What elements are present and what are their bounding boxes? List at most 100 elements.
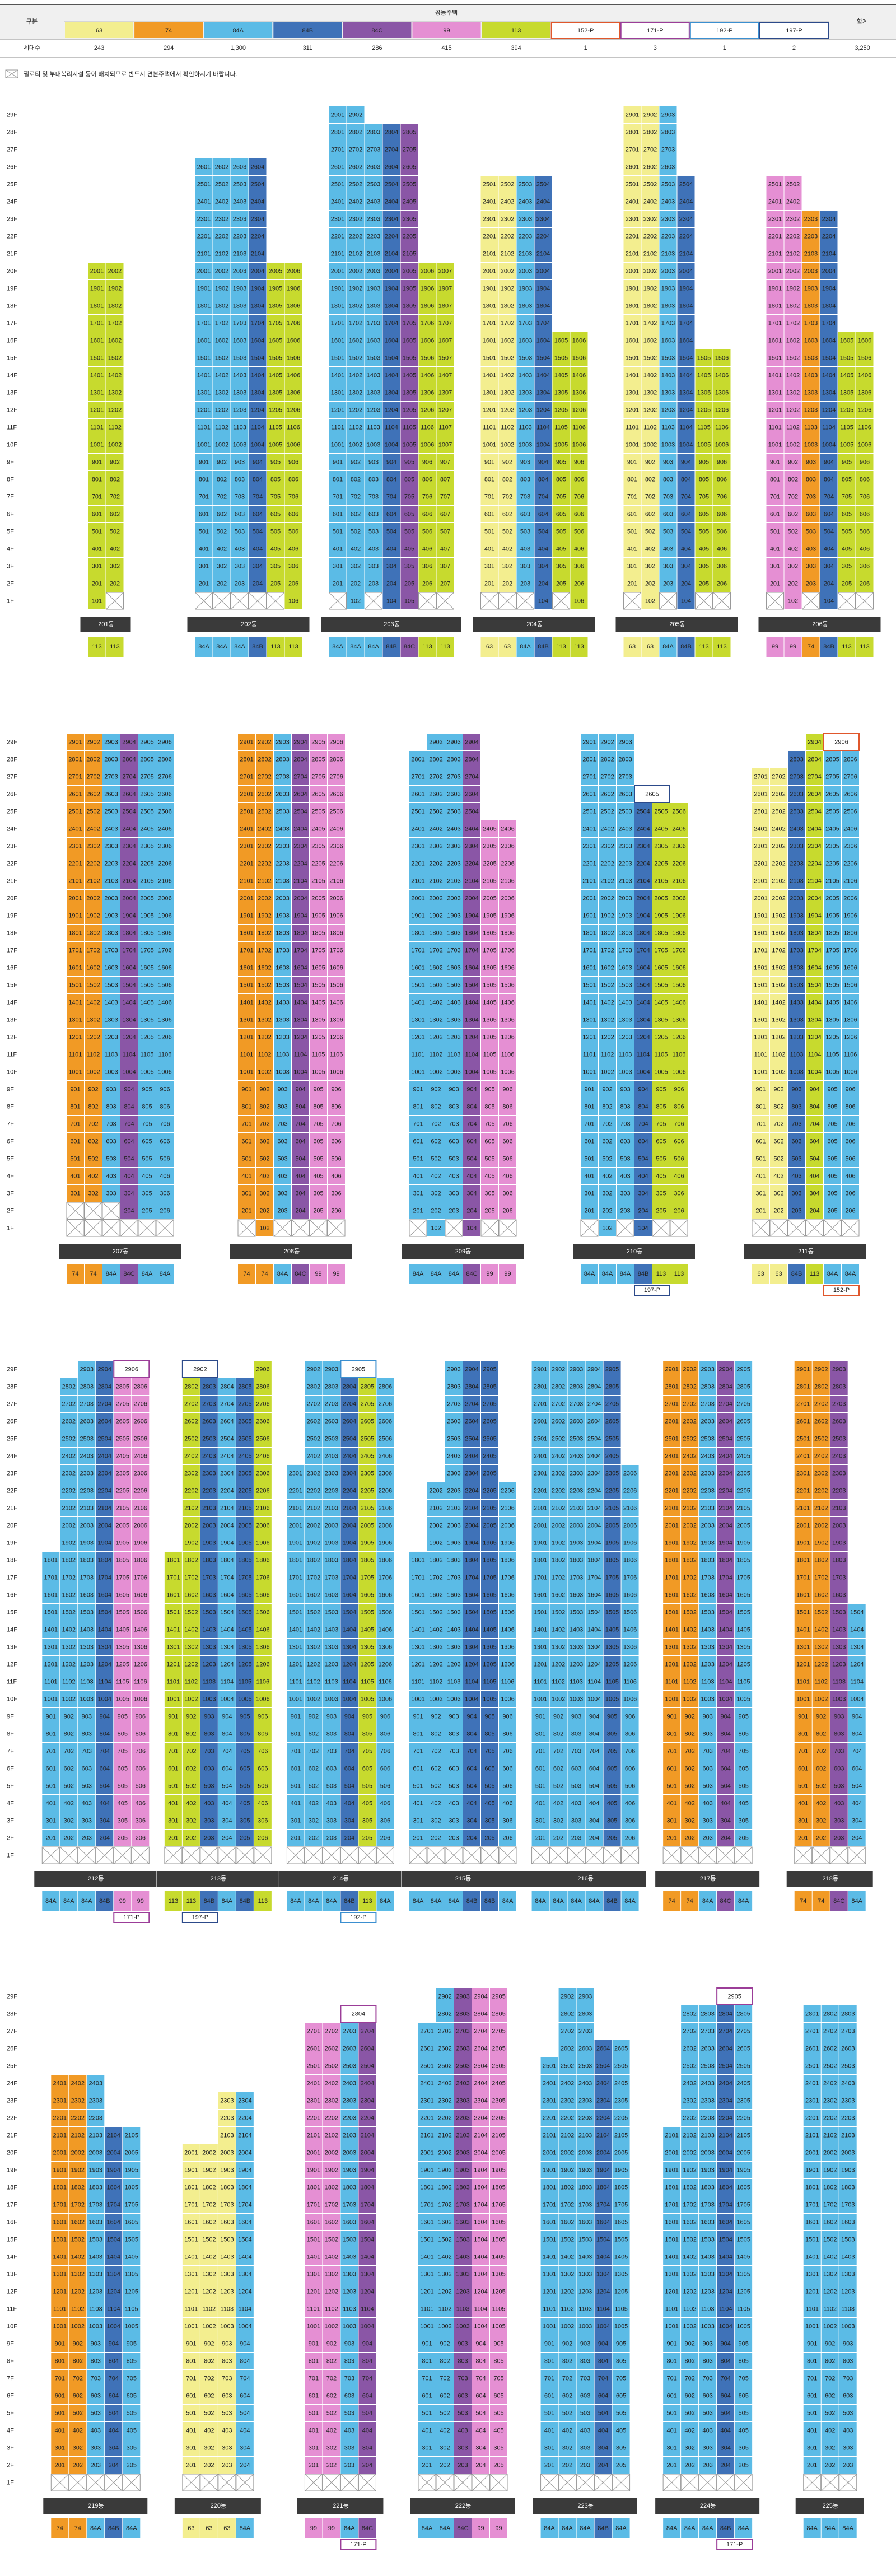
unit-number: 1101: [626, 424, 639, 431]
unit-number: 2201: [240, 860, 253, 867]
type-chip-label: 84A: [63, 1898, 74, 1905]
unit-number: 2201: [289, 1487, 302, 1494]
unit-number: 2205: [403, 233, 416, 240]
unit-number: 2806: [843, 756, 857, 763]
unit-number: 1605: [311, 964, 325, 971]
type-chip-label: 84A: [520, 643, 531, 650]
unit-number: 1301: [411, 1016, 424, 1023]
unit-number: 2306: [501, 843, 514, 850]
unit-number: 1405: [483, 1626, 496, 1633]
floor-label: 29F: [7, 1366, 17, 1373]
unit-number: 403: [326, 1800, 337, 1807]
unit: [329, 176, 347, 193]
unit-number: 1106: [501, 1051, 515, 1058]
unit-number: 1602: [600, 964, 614, 971]
unit-number: 1901: [240, 912, 253, 919]
unit: [213, 523, 231, 540]
unit: [213, 367, 231, 384]
unit: [267, 471, 284, 488]
unit-number: 1204: [465, 1661, 478, 1668]
unit-number: 1504: [98, 1609, 111, 1616]
unit-number: 1104: [679, 424, 693, 431]
unit-number: 305: [240, 1817, 250, 1824]
unit-number: 2405: [140, 825, 153, 832]
unit: [329, 280, 347, 297]
unit-number: 2103: [325, 1505, 338, 1511]
unit-number: 1206: [501, 1661, 514, 1668]
unit: [382, 419, 400, 436]
unit-number: 1206: [158, 1034, 171, 1040]
type-chip-label: 113: [656, 1271, 666, 1277]
unit-number: 2201: [626, 233, 639, 240]
unit-number: 1101: [289, 1678, 302, 1685]
type-chip-label: 113: [92, 643, 102, 650]
unit-number: 306: [502, 1817, 512, 1824]
unit-number: 1203: [618, 1034, 632, 1040]
unit-number: 704: [538, 493, 548, 500]
unit-number: 302: [431, 1190, 441, 1197]
unit-number: 301: [584, 1190, 594, 1197]
unit-number: 805: [484, 1103, 494, 1110]
unit-number: 2202: [62, 1487, 76, 1494]
unit-number: 401: [46, 1800, 56, 1807]
unit-number: 1204: [343, 1661, 356, 1668]
unit-number: 1401: [289, 1626, 302, 1633]
unit-number: 1001: [68, 1068, 82, 1075]
unit-number: 906: [160, 1086, 170, 1093]
unit-number: 1301: [68, 1016, 82, 1023]
unit-number: 1306: [158, 1016, 171, 1023]
floor-label: 20F: [7, 895, 17, 902]
unit-number: 2105: [140, 878, 153, 884]
unit-number: 1904: [293, 912, 307, 919]
unit: [213, 263, 231, 279]
unit-number: 405: [313, 1173, 323, 1179]
unit-number: 501: [70, 1155, 80, 1162]
unit-number: 2503: [367, 181, 380, 188]
unit: [267, 488, 284, 505]
unit-number: 2803: [790, 756, 803, 763]
unit: [231, 228, 249, 245]
unit-number: 1301: [197, 389, 211, 396]
unit: [88, 263, 106, 279]
unit-number: 2804: [808, 756, 821, 763]
unit: [249, 523, 267, 540]
unit-number: 2504: [343, 1435, 356, 1442]
unit: [329, 436, 347, 453]
unit-number: 1302: [307, 1644, 320, 1650]
unit-number: 901: [770, 459, 780, 465]
unit-number: 2003: [447, 1522, 460, 1529]
unit-number: 2801: [626, 129, 639, 136]
unit-number: 1304: [465, 1016, 478, 1023]
unit-number: 2203: [233, 233, 246, 240]
unit-number: 1005: [116, 1696, 129, 1702]
unit-number: 502: [502, 528, 512, 535]
unit-number: 2601: [534, 1418, 547, 1425]
unit-number: 1402: [643, 372, 657, 379]
unit-number: 1106: [134, 1678, 147, 1685]
unit-number: 2201: [197, 233, 211, 240]
unit-number: 1702: [501, 320, 514, 326]
unit-number: 1105: [554, 424, 568, 431]
unit: [382, 384, 400, 401]
unit-number: 1402: [501, 372, 514, 379]
unit-number: 1006: [158, 1068, 171, 1075]
unit-number: 2206: [329, 860, 343, 867]
unit-number: 1205: [361, 1661, 374, 1668]
unit-number: 803: [449, 1730, 459, 1737]
type-chip-label: 74: [90, 1271, 96, 1277]
unit-number: 2104: [808, 878, 821, 884]
unit-number: 506: [860, 528, 870, 535]
unit-number: 501: [413, 1155, 423, 1162]
unit: [249, 454, 267, 470]
unit-number: 405: [827, 1173, 837, 1179]
unit-number: 505: [240, 1782, 250, 1789]
unit-number: 1904: [251, 285, 264, 292]
unit-number: 2204: [293, 860, 307, 867]
unit-number: 405: [404, 545, 414, 552]
unit-number: 404: [824, 545, 834, 552]
unit-number: 1902: [429, 912, 442, 919]
unit-number: 301: [70, 1190, 80, 1197]
unit: [213, 575, 231, 592]
unit-number: 506: [717, 528, 727, 535]
unit-number: 2205: [238, 1487, 251, 1494]
